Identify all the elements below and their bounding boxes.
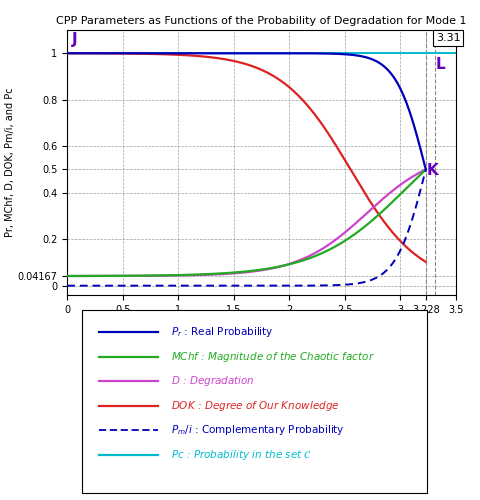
Text: $DOK$ : Degree of Our Knowledge: $DOK$ : Degree of Our Knowledge — [171, 399, 340, 413]
Text: L: L — [435, 56, 445, 72]
Y-axis label: Pr, MChf, D, DOK, Pm/i, and Pc: Pr, MChf, D, DOK, Pm/i, and Pc — [5, 88, 15, 238]
Text: 3.31: 3.31 — [436, 33, 460, 43]
X-axis label: Time t (Years): Time t (Years) — [218, 320, 305, 334]
Text: $D$ : Degradation: $D$ : Degradation — [171, 374, 255, 388]
Text: $P_m/i$ : Complementary Probability: $P_m/i$ : Complementary Probability — [171, 424, 345, 438]
Text: K: K — [426, 163, 438, 178]
Text: $Pc$ : Probability in the set $\mathcal{C}$: $Pc$ : Probability in the set $\mathcal{… — [171, 448, 312, 462]
Title: CPP Parameters as Functions of the Probability of Degradation for Mode 1: CPP Parameters as Functions of the Proba… — [56, 16, 467, 26]
Text: $P_r$ : Real Probability: $P_r$ : Real Probability — [171, 325, 274, 339]
Text: J: J — [72, 32, 77, 48]
Text: $MChf$ : Magnitude of the Chaotic factor: $MChf$ : Magnitude of the Chaotic factor — [171, 350, 375, 364]
